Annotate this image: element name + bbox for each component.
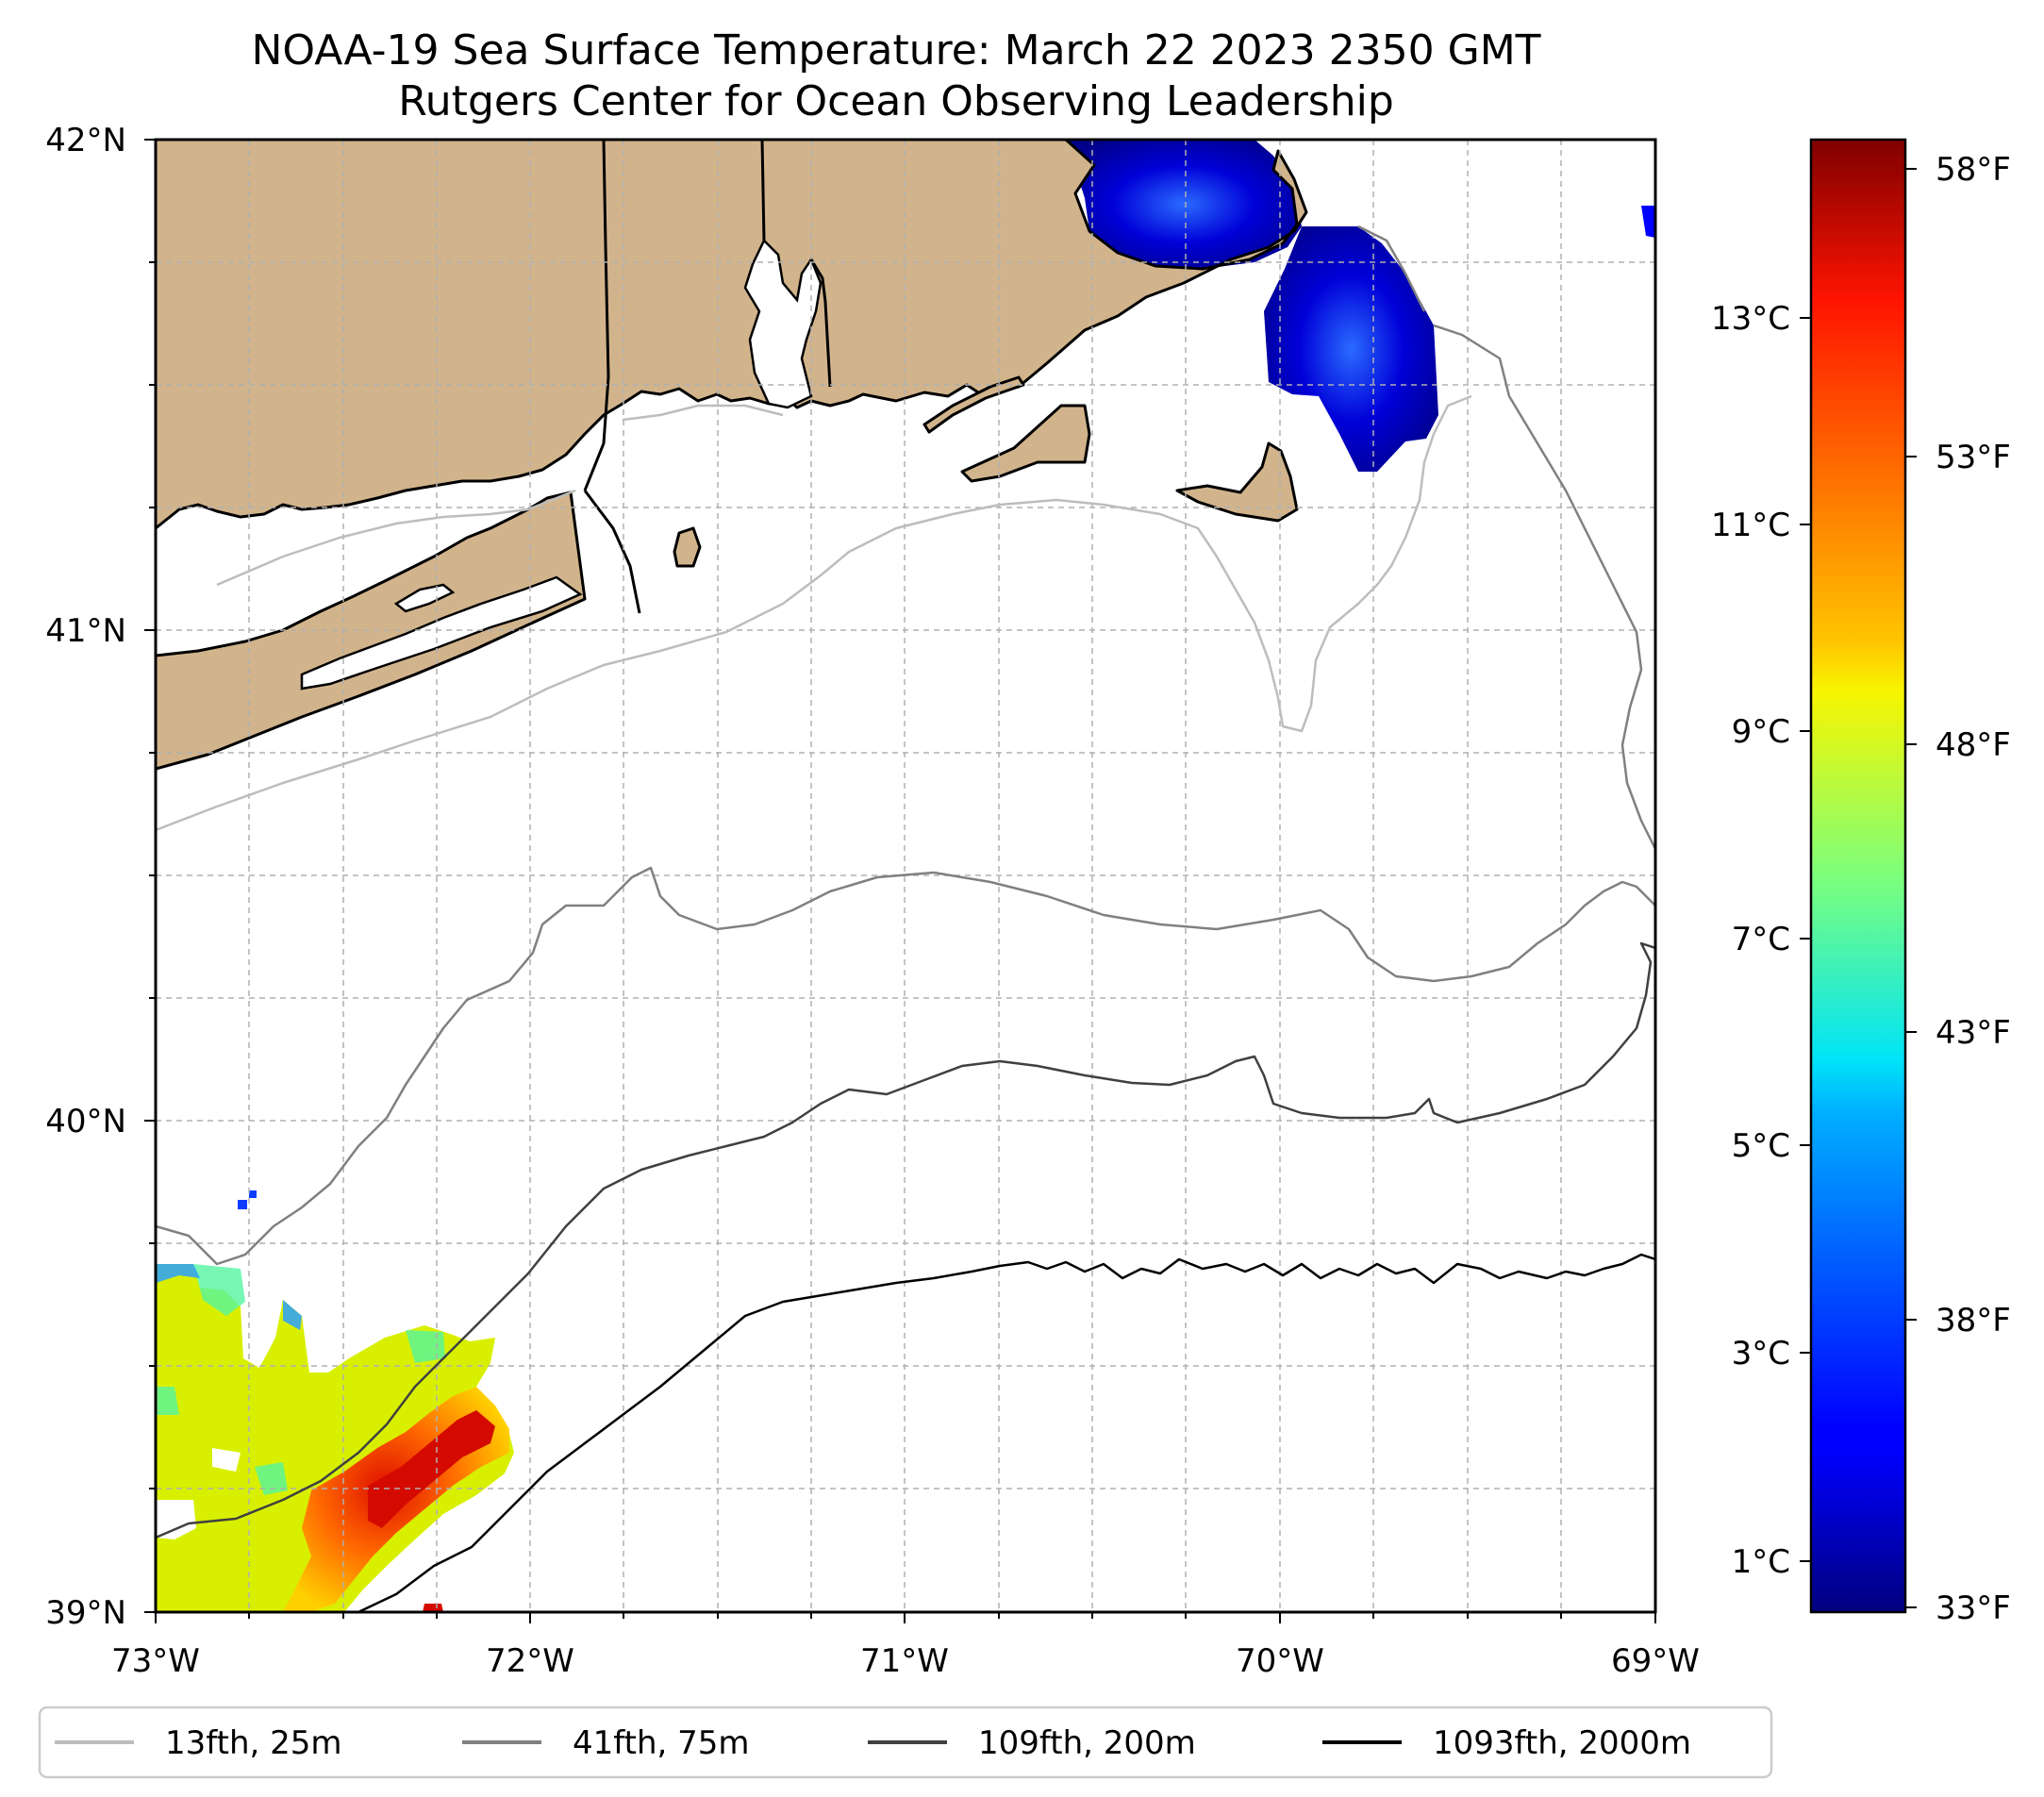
land-new-england [156, 140, 1308, 530]
figure-subtitle: Rutgers Center for Ocean Observing Leade… [398, 77, 1394, 125]
celsius-tick-label: 3°C [1732, 1335, 1790, 1373]
legend: 13fth, 25m 41fth, 75m 109fth, 200m 1093f… [38, 1705, 1773, 1779]
sst-nantucket-shoals [1264, 226, 1438, 472]
fahrenheit-tick-label: 53°F [1936, 439, 2011, 476]
celsius-tick-label: 7°C [1732, 921, 1790, 958]
ny-ct-ma-border [583, 140, 610, 491]
fahrenheit-tick-marks [1905, 168, 1917, 1608]
latitude-labels: 42°N 41°N 40°N 39°N [45, 122, 126, 1632]
land-long-island [156, 491, 587, 771]
fahrenheit-tick-label: 33°F [1936, 1589, 2011, 1627]
bathymetry-contours [156, 225, 1655, 1612]
lon-label: 73°W [111, 1642, 200, 1680]
fahrenheit-tick-label: 58°F [1936, 151, 2011, 189]
land-block-island [673, 526, 702, 568]
fahrenheit-tick-label: 48°F [1936, 726, 2011, 764]
isobath-25m [156, 394, 1472, 832]
legend-label: 41fth, 75m [573, 1724, 750, 1762]
isobath-2000m [357, 1253, 1655, 1612]
ri-ma-border [809, 258, 832, 388]
sst-cape-cod-bay [1066, 140, 1302, 269]
lon-label: 72°W [486, 1642, 574, 1680]
axis-ticks [144, 139, 1656, 1623]
celsius-tick-label: 11°C [1711, 507, 1790, 544]
gridlines [156, 140, 1655, 1612]
lat-label: 40°N [45, 1103, 126, 1140]
longitude-labels: 73°W 72°W 71°W 70°W 69°W [111, 1642, 1700, 1680]
lat-label: 41°N [45, 612, 126, 650]
sst-shelf-gap-white [156, 1448, 241, 1539]
colorbar-gradient [1811, 140, 1905, 1612]
colorbar: 1°C 3°C 5°C 7°C 9°C 11°C 13°C 33°F 38°F … [1711, 138, 2011, 1627]
lon-label: 69°W [1611, 1642, 1700, 1680]
state-boundaries [583, 140, 832, 614]
sst-data-layer [156, 140, 1655, 1612]
land-nantucket [1175, 441, 1299, 523]
lat-label: 42°N [45, 122, 126, 159]
lon-label: 71°W [860, 1642, 949, 1680]
lat-label: 39°N [45, 1594, 126, 1632]
inland-waters [300, 238, 823, 691]
legend-label: 13fth, 25m [165, 1724, 342, 1762]
celsius-tick-label: 1°C [1732, 1543, 1790, 1581]
land-layer [156, 140, 1308, 771]
land-marthas-vineyard [960, 404, 1091, 483]
legend-label: 1093fth, 2000m [1433, 1724, 1691, 1762]
isobath-75m [156, 225, 1655, 1266]
fahrenheit-tick-label: 43°F [1936, 1014, 2011, 1052]
colorbar-frame [1809, 138, 1907, 1614]
ct-ri-border [760, 140, 766, 241]
peconic-bay [393, 583, 456, 613]
figure-title: NOAA-19 Sea Surface Temperature: March 2… [251, 26, 1540, 75]
celsius-tick-label: 9°C [1732, 713, 1790, 751]
ny-ct-water-border [583, 490, 641, 614]
narragansett-bay [743, 238, 823, 409]
celsius-tick-label: 5°C [1732, 1127, 1790, 1165]
map-area [156, 140, 1655, 1612]
sst-small-blue-pixels [238, 1190, 257, 1209]
sst-shelf-blue-edge [156, 1264, 302, 1330]
celsius-tick-label: 13°C [1711, 300, 1790, 338]
legend-label: 109fth, 200m [978, 1724, 1196, 1762]
lon-label: 70°W [1236, 1642, 1324, 1680]
isobath-200m [156, 941, 1655, 1539]
fahrenheit-tick-label: 38°F [1936, 1302, 2011, 1339]
sst-southwest-red-core [368, 1410, 495, 1612]
long-island-south-bays [300, 575, 583, 691]
sst-northeast-corner [1641, 206, 1655, 238]
celsius-tick-marks [1800, 317, 1811, 1562]
